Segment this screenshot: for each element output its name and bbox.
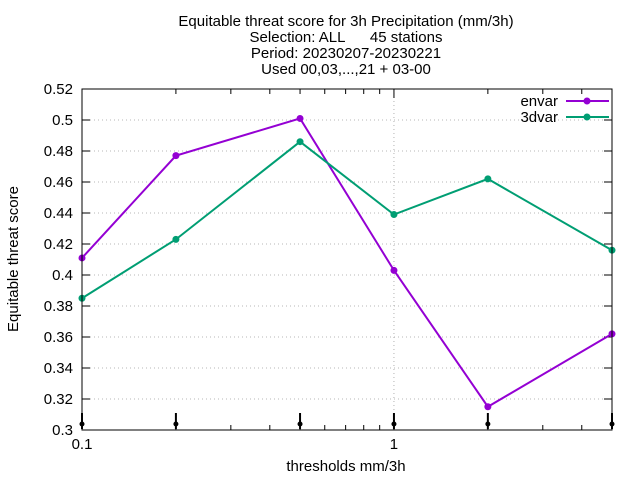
title-line-1: Equitable threat score for 3h Precipitat… (178, 13, 513, 30)
y-tick-label: 0.52 (44, 81, 73, 98)
y-tick-label: 0.3 (52, 422, 73, 439)
y-tick-label: 0.44 (44, 205, 73, 222)
title-line-3: Period: 20230207-20230221 (251, 45, 441, 62)
y-tick-label: 0.4 (52, 267, 73, 284)
threshold-marker-dot (391, 421, 397, 427)
y-tick-label: 0.36 (44, 329, 73, 346)
data-point-envar (390, 266, 398, 274)
legend-label-envar: envar (520, 93, 558, 110)
legend-marker-envar (583, 97, 591, 105)
data-point-envar (172, 152, 180, 160)
threshold-marker-dot (173, 421, 179, 427)
data-point-envar (484, 403, 492, 411)
legend-marker-3dvar (583, 113, 591, 121)
y-tick-label: 0.46 (44, 174, 73, 191)
data-point-3dvar (172, 235, 180, 243)
data-point-envar (296, 114, 304, 122)
y-tick-labels: 0.3 0.32 0.34 0.36 0.38 0.4 0.42 0.44 0.46 0.48 0.… (44, 81, 73, 439)
data-point-3dvar (296, 138, 304, 146)
series-line-envar (81, 117, 613, 409)
threshold-marker-dot (485, 421, 491, 427)
x-tick-label: 0.1 (72, 436, 93, 453)
threshold-marker-dot (297, 421, 303, 427)
x-axis-label: thresholds mm/3h (286, 458, 405, 475)
x-tick-label: 1 (390, 436, 398, 453)
series-line-3dvar (81, 140, 613, 300)
y-tick-label: 0.5 (52, 112, 73, 129)
y-tick-label: 0.38 (44, 298, 73, 315)
legend-label-3dvar: 3dvar (520, 109, 558, 126)
data-point-3dvar (484, 175, 492, 183)
plot-frame (81, 88, 613, 431)
data-point-3dvar (390, 211, 398, 219)
title-line-4: Used 00,03,...,21 + 03-00 (261, 61, 431, 78)
y-tick-label: 0.48 (44, 143, 73, 160)
bottom-markers (79, 413, 615, 429)
x-tick-labels: 0.1 1 (72, 436, 399, 453)
chart-title: Equitable threat score for 3h Precipitat… (178, 13, 513, 78)
y-tick-label: 0.42 (44, 236, 73, 253)
y-tick-label: 0.34 (44, 360, 73, 377)
title-line-2: Selection: ALL 45 stations (250, 29, 443, 46)
axis-ticks (81, 88, 613, 431)
series-layer (78, 114, 616, 411)
grid-lines (82, 89, 612, 430)
y-axis-label: Equitable threat score (5, 186, 22, 332)
y-tick-label: 0.32 (44, 391, 73, 408)
